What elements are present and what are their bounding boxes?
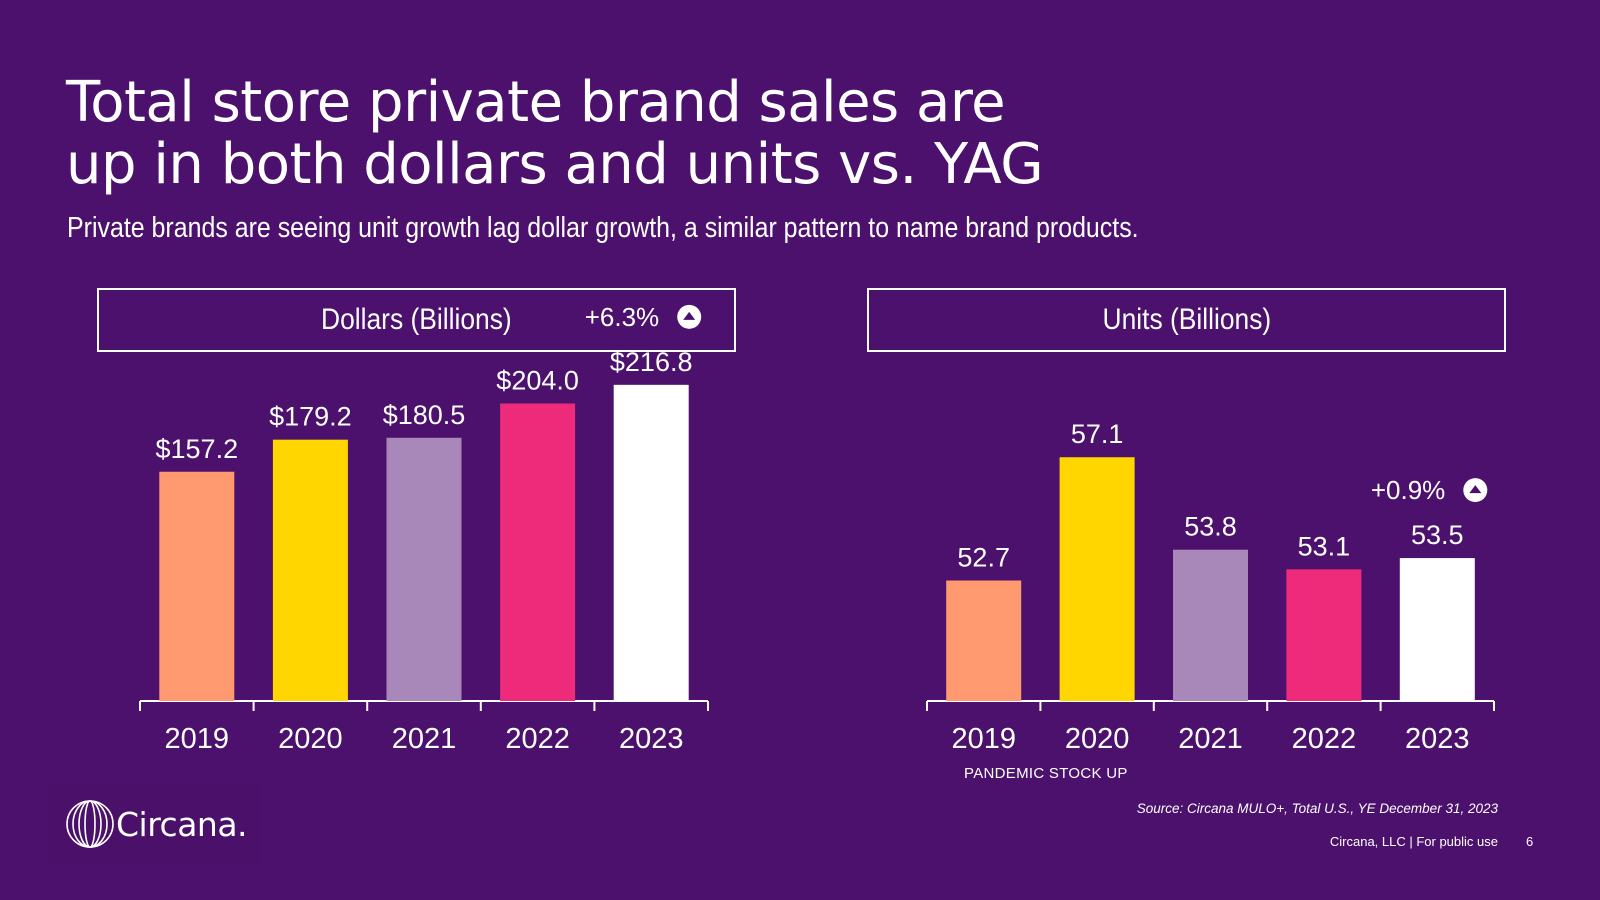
units-bar-2022	[1286, 569, 1362, 701]
units-bar-2020	[1059, 457, 1135, 701]
dollars-value-label-2020: $179.2	[269, 402, 352, 432]
units-growth-label: +0.9%	[1371, 475, 1445, 505]
dollars-value-label-2019: $157.2	[156, 434, 239, 464]
dollars-value-label-2022: $204.0	[496, 366, 579, 396]
units-growth-up-icon	[1463, 478, 1488, 503]
slide-subtitle: Private brands are seeing unit growth la…	[67, 212, 1139, 244]
dollars-bar-2020	[272, 439, 348, 701]
circana-globe-icon	[66, 800, 114, 848]
dollars-chart-header: Dollars (Billions)	[97, 288, 736, 352]
units-category-label-2019: 2019	[951, 723, 1016, 755]
slide-title: Total store private brand sales are up i…	[66, 72, 1266, 196]
units-category-label-2023: 2023	[1405, 723, 1470, 755]
dollars-bar-2023	[613, 384, 689, 701]
dollars-growth-label: +6.3%	[585, 302, 659, 332]
units-chart-title: Units (Billions)	[1102, 303, 1271, 336]
units-value-label-2023: 53.5	[1411, 520, 1464, 550]
units-value-label-2019: 52.7	[957, 543, 1010, 573]
units-category-label-2021: 2021	[1178, 723, 1243, 755]
units-chart-header: Units (Billions)	[867, 288, 1506, 352]
dollars-category-label-2023: 2023	[619, 723, 684, 755]
units-category-label-2020: 2020	[1065, 723, 1130, 755]
dollars-growth-up-icon	[677, 304, 702, 329]
slide-title-line-2: up in both dollars and units vs. YAG	[66, 132, 1044, 197]
dollars-category-label-2020: 2020	[278, 723, 343, 755]
dollars-value-label-2023: $216.8	[610, 347, 693, 377]
units-value-label-2020: 57.1	[1071, 419, 1124, 449]
circana-logo-text: Circana.	[116, 804, 248, 844]
dollars-bar-2021	[386, 437, 462, 701]
dollars-category-label-2019: 2019	[165, 723, 230, 755]
slide-title-line-1: Total store private brand sales are	[66, 70, 1006, 135]
units-value-label-2022: 53.1	[1298, 531, 1351, 561]
circana-logo: Circana.	[48, 782, 260, 866]
source-note: Source: Circana MULO+, Total U.S., YE De…	[1136, 801, 1498, 816]
dollars-category-label-2022: 2022	[505, 723, 570, 755]
units-value-label-2021: 53.8	[1184, 512, 1237, 542]
dollars-category-label-2021: 2021	[392, 723, 457, 755]
units-bar-2019	[946, 580, 1022, 701]
page-number: 6	[1526, 834, 1534, 849]
dollars-bar-2022	[500, 403, 576, 701]
dollars-value-label-2021: $180.5	[383, 400, 466, 430]
units-bar-2021	[1173, 549, 1248, 701]
units-category-label-2022: 2022	[1292, 723, 1357, 755]
dollars-bar-2019	[159, 471, 235, 701]
pandemic-annotation: PANDEMIC STOCK UP	[964, 765, 1128, 782]
footer-text: Circana, LLC | For public use	[1329, 834, 1498, 849]
dollars-chart-title: Dollars (Billions)	[321, 303, 512, 336]
units-bar-2023	[1399, 558, 1475, 701]
